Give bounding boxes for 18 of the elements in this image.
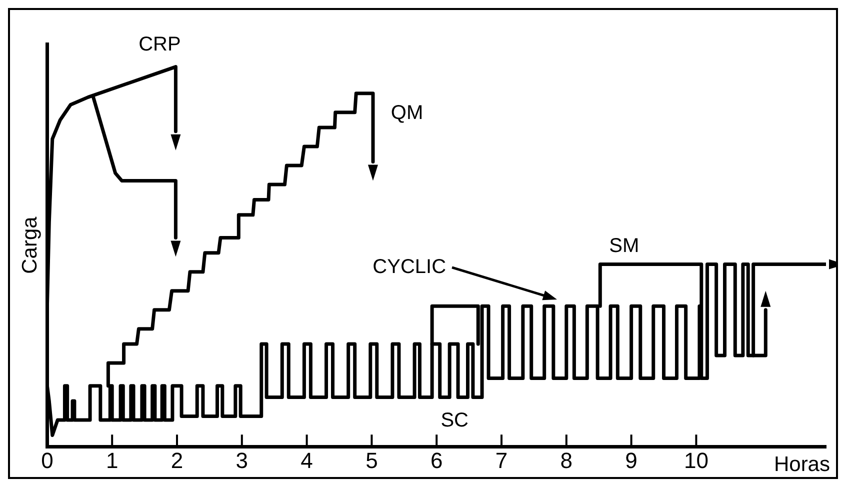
x-tick-label: 2 (170, 448, 184, 473)
x-tick-label: 7 (495, 448, 508, 473)
x-tick-label: 1 (106, 448, 118, 473)
y-axis-title: Carga (18, 216, 42, 274)
x-tick-label: 10 (684, 448, 708, 473)
x-tick-label: 3 (236, 448, 248, 473)
annotation: QM (390, 102, 424, 124)
x-tick-label: 6 (430, 448, 443, 473)
x-tick-label: 8 (560, 448, 573, 473)
x-tick-label: 5 (366, 448, 378, 473)
annotation: SM (609, 234, 640, 257)
annotation: CYCLIC (372, 256, 446, 278)
annotation: CRP (138, 33, 181, 56)
x-tick-label: 0 (41, 448, 54, 473)
x-axis-title: Horas (774, 452, 830, 476)
x-tick-label: 9 (625, 448, 638, 473)
x-tick-label: 4 (300, 448, 313, 473)
annotation: SC (440, 410, 468, 432)
